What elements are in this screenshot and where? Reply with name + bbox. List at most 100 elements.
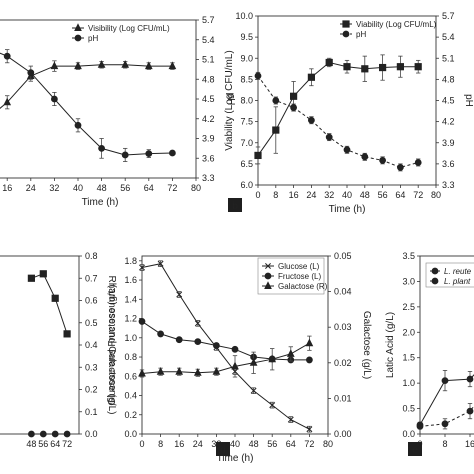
panel-a-series-viability-point xyxy=(50,61,59,70)
panel-b-ytick-right-label: 4.5 xyxy=(442,96,455,106)
panel-c-ytick-right-label: 0.4 xyxy=(85,340,98,350)
panel-e-series-reuteri-point xyxy=(466,375,474,383)
panel-b-xtick-label: 72 xyxy=(413,190,423,200)
panel-b-series-ph-point xyxy=(343,146,351,154)
panel-d-ytick-right-label: 0.01 xyxy=(334,393,352,403)
panel-d-series-galactose-point xyxy=(305,338,314,347)
panel-b-xtick-label: 32 xyxy=(324,190,334,200)
panel-b-series-ph-point xyxy=(325,133,333,141)
panel-letter-d: d xyxy=(216,442,230,456)
panel-b-ytick-right-label: 5.1 xyxy=(442,53,455,63)
panel-d-ytick-label: 1.2 xyxy=(124,314,137,324)
panel-a-xtick-label: 16 xyxy=(2,183,12,193)
panel-e-series-plantarum-point xyxy=(416,422,424,430)
panel-a-ytick-right-label: 4.2 xyxy=(202,114,215,124)
panel-b-xtick-label: 8 xyxy=(273,190,278,200)
panel-d-ytick-label: 1.4 xyxy=(124,294,137,304)
panel-b-ytick-label: 6.0 xyxy=(240,180,253,190)
panel-c-series-rhamnose-point xyxy=(51,294,59,302)
panel-e-ytick-label: 3.0 xyxy=(402,276,415,286)
panel-d-ytick-label: 1.8 xyxy=(124,256,137,266)
panel-d-series-galactose-point xyxy=(138,368,146,377)
panel-d-series-glucose-point xyxy=(269,402,276,409)
panel-d-xtick-label: 80 xyxy=(323,439,333,449)
marker-stroke xyxy=(287,416,294,423)
panel-c-xtick-label: 72 xyxy=(62,439,72,449)
panel-d-series-fructose-point xyxy=(175,336,183,344)
panel-d-series-galactose-line xyxy=(141,342,310,374)
panel-d-series-galactose-point xyxy=(231,361,239,370)
panel-b-xtick-label: 48 xyxy=(360,190,370,200)
panel-b-series-viability-point xyxy=(343,63,351,71)
panel-a-xtick-label: 56 xyxy=(120,183,130,193)
panel-c-ytick-right-label: 0.3 xyxy=(85,362,98,372)
panel-d-series-glucose-point xyxy=(194,320,201,327)
legend-marker xyxy=(74,23,82,32)
panel-b-ytick-label: 8.0 xyxy=(240,96,253,106)
panel-b-series-viability-point xyxy=(254,151,262,160)
panel-a-series-ph-point xyxy=(74,121,82,129)
panel-e-xtick-label: 16 xyxy=(465,439,474,449)
panel-d-ytick-right-label: 0.00 xyxy=(334,429,352,439)
panel-a-series-ph-point xyxy=(145,150,153,158)
panel-a-series-viability-point xyxy=(121,60,130,68)
panel-d-xtick-label: 16 xyxy=(174,439,184,449)
panel-letter-text: d xyxy=(220,445,226,456)
panel-b-ytick-right-label: 5.7 xyxy=(442,11,455,21)
panel-d-ytick-label: 0.4 xyxy=(124,391,137,401)
panel-a-series-viability-point xyxy=(97,60,106,68)
panel-b-series-ph-point xyxy=(414,159,422,166)
panel-a-xtick-label: 32 xyxy=(49,183,59,193)
marker-stroke xyxy=(269,402,276,409)
panel-a-series-viability-line xyxy=(0,64,173,109)
panel-c-ytick-right-label: 0.5 xyxy=(85,318,98,328)
panel-a-series-ph-point xyxy=(3,52,11,60)
panel-e-series-reuteri-point xyxy=(441,377,449,385)
panel-a-xtick-label: 40 xyxy=(73,183,83,193)
panel-b-series-viability-point xyxy=(272,126,280,134)
panel-d-series-fructose-point xyxy=(231,345,239,353)
panel-d-ytick-label: 0.0 xyxy=(124,429,137,439)
panel-b-xtick-label: 0 xyxy=(255,190,260,200)
panel-d-series-fructose-line xyxy=(141,320,310,361)
panel-b-ylabel: Viability (Log CFU/mL) xyxy=(224,50,235,150)
panel-e-xtick-label: 8 xyxy=(442,439,447,449)
legend-label: Fructose (L) xyxy=(278,272,321,281)
panel-b-ytick-right-label: 3.3 xyxy=(442,180,455,190)
panel-b-xtick-label: 16 xyxy=(289,190,299,200)
panel-d-series-galactose-point xyxy=(286,349,295,357)
panel-c-series-rhamnose-point xyxy=(27,274,36,282)
panel-b-legend: Viability (Log CFU/mL)pH xyxy=(340,20,437,39)
panel-d-series-fructose-point xyxy=(194,338,202,346)
legend-marker xyxy=(431,267,439,275)
panel-b-ytick-label: 9.5 xyxy=(240,32,253,42)
legend-marker xyxy=(74,34,82,42)
panel-e-ytick-label: 2.0 xyxy=(402,327,415,337)
panel-b-series-viability-line xyxy=(257,61,419,156)
panel-e-series-reuteri-line xyxy=(419,374,474,426)
panel-b-series-ph-point xyxy=(361,153,369,161)
panel-d-xlabel: Time (h) xyxy=(217,453,254,464)
panel-b-series-ph-point xyxy=(272,97,280,104)
panel-d-ytick-right-label: 0.04 xyxy=(334,287,352,297)
panel-a-xtick-label: 64 xyxy=(144,183,154,193)
legend-label: L. reute xyxy=(444,267,472,276)
panel-b-series-viability-point xyxy=(361,65,369,73)
panel-a-ytick-right-label: 4.5 xyxy=(202,94,215,104)
panel-b-xtick-label: 40 xyxy=(342,190,352,200)
panel-a-series-viability-point xyxy=(168,61,177,70)
panel-a-ytick-right-label: 3.3 xyxy=(202,173,215,183)
panel-d-ylabel: Glucose and Fructose (g/L) xyxy=(107,284,118,405)
panel-d-xtick-label: 24 xyxy=(193,439,203,449)
panel-b-ytick-label: 7.5 xyxy=(240,117,253,127)
panel-a-ytick-right-label: 4.8 xyxy=(202,74,215,84)
panel-b-ytick-right-label: 3.9 xyxy=(442,138,455,148)
panel-c: 48 56 64 72 0.0 0.1 0.2 0.3 0.4 0.5 0.6 0.7 0.8 Rhamn… xyxy=(0,251,117,449)
panel-d-ytick-right-label: 0.02 xyxy=(334,358,352,368)
panel-e-ytick-label: 1.0 xyxy=(402,378,415,388)
panel-d-series-glucose-line xyxy=(141,263,310,430)
panel-e-ylabel: Latic Acid (g/L) xyxy=(385,312,396,378)
panel-a-xtick-label: 24 xyxy=(26,183,36,193)
panel-a-series-ph-point xyxy=(121,151,129,159)
panel-c-xtick-label: 48 xyxy=(26,439,36,449)
